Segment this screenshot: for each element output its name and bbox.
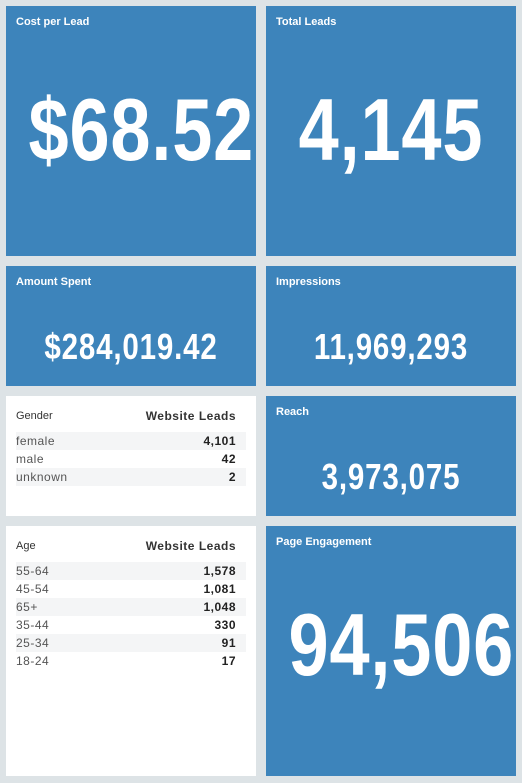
- table-title: Gender: [16, 410, 53, 422]
- table-row: female 4,101: [16, 432, 246, 450]
- tile-value: 94,506: [288, 595, 515, 694]
- table-rows: 55-64 1,578 45-54 1,081 65+ 1,048 35-44 330 25-3…: [16, 562, 246, 670]
- row-value: 2: [228, 470, 236, 484]
- table-row: 25-34 91: [16, 634, 246, 652]
- row-label: unknown: [16, 470, 68, 484]
- tile-label: Reach: [276, 406, 310, 418]
- tile-value: $68.52: [28, 80, 255, 179]
- table-rows: female 4,101 male 42 unknown 2: [16, 432, 246, 486]
- table-header: Age Website Leads: [16, 536, 246, 556]
- tile-label: Total Leads: [276, 16, 337, 28]
- row-value: 4,101: [203, 434, 236, 448]
- tile-label: Impressions: [276, 276, 341, 288]
- table-row: 35-44 330: [16, 616, 246, 634]
- tile-value: 11,969,293: [313, 326, 469, 367]
- age-table: Age Website Leads 55-64 1,578 45-54 1,081 65…: [6, 526, 256, 776]
- kpi-tile: Total Leads 4,145: [266, 6, 516, 256]
- tile-value: 3,973,075: [321, 456, 461, 497]
- tile-label: Page Engagement: [276, 536, 372, 548]
- table-row: 55-64 1,578: [16, 562, 246, 580]
- table-row: 45-54 1,081: [16, 580, 246, 598]
- table-row: unknown 2: [16, 468, 246, 486]
- row-label: 55-64: [16, 564, 50, 578]
- table-row: 18-24 17: [16, 652, 246, 670]
- kpi-tile: Cost per Lead $68.52: [6, 6, 256, 256]
- row-value: 1,048: [203, 600, 236, 614]
- gender-table: Gender Website Leads female 4,101 male 42 un…: [6, 396, 256, 516]
- table-header: Gender Website Leads: [16, 406, 246, 426]
- row-label: male: [16, 452, 45, 466]
- row-label: 45-54: [16, 582, 50, 596]
- table-title: Age: [16, 540, 36, 552]
- tile-label: Cost per Lead: [16, 16, 90, 28]
- kpi-tile: Reach 3,973,075: [266, 396, 516, 516]
- kpi-tile: Impressions 11,969,293: [266, 266, 516, 386]
- tile-value: $284,019.42: [44, 326, 218, 367]
- row-label: 25-34: [16, 636, 50, 650]
- row-label: 35-44: [16, 618, 50, 632]
- tile-value: 4,145: [298, 80, 484, 179]
- row-value: 1,081: [203, 582, 236, 596]
- column-header: Website Leads: [145, 409, 236, 423]
- row-label: 65+: [16, 600, 38, 614]
- table-row: male 42: [16, 450, 246, 468]
- row-value: 91: [221, 636, 236, 650]
- row-value: 1,578: [203, 564, 236, 578]
- row-label: female: [16, 434, 56, 448]
- tile-label: Amount Spent: [16, 276, 92, 288]
- column-header: Website Leads: [145, 539, 236, 553]
- row-value: 42: [221, 452, 236, 466]
- kpi-tile: Amount Spent $284,019.42: [6, 266, 256, 386]
- kpi-tile: Page Engagement 94,506: [266, 526, 516, 776]
- row-value: 17: [221, 654, 236, 668]
- row-value: 330: [214, 618, 236, 632]
- table-row: 65+ 1,048: [16, 598, 246, 616]
- row-label: 18-24: [16, 654, 50, 668]
